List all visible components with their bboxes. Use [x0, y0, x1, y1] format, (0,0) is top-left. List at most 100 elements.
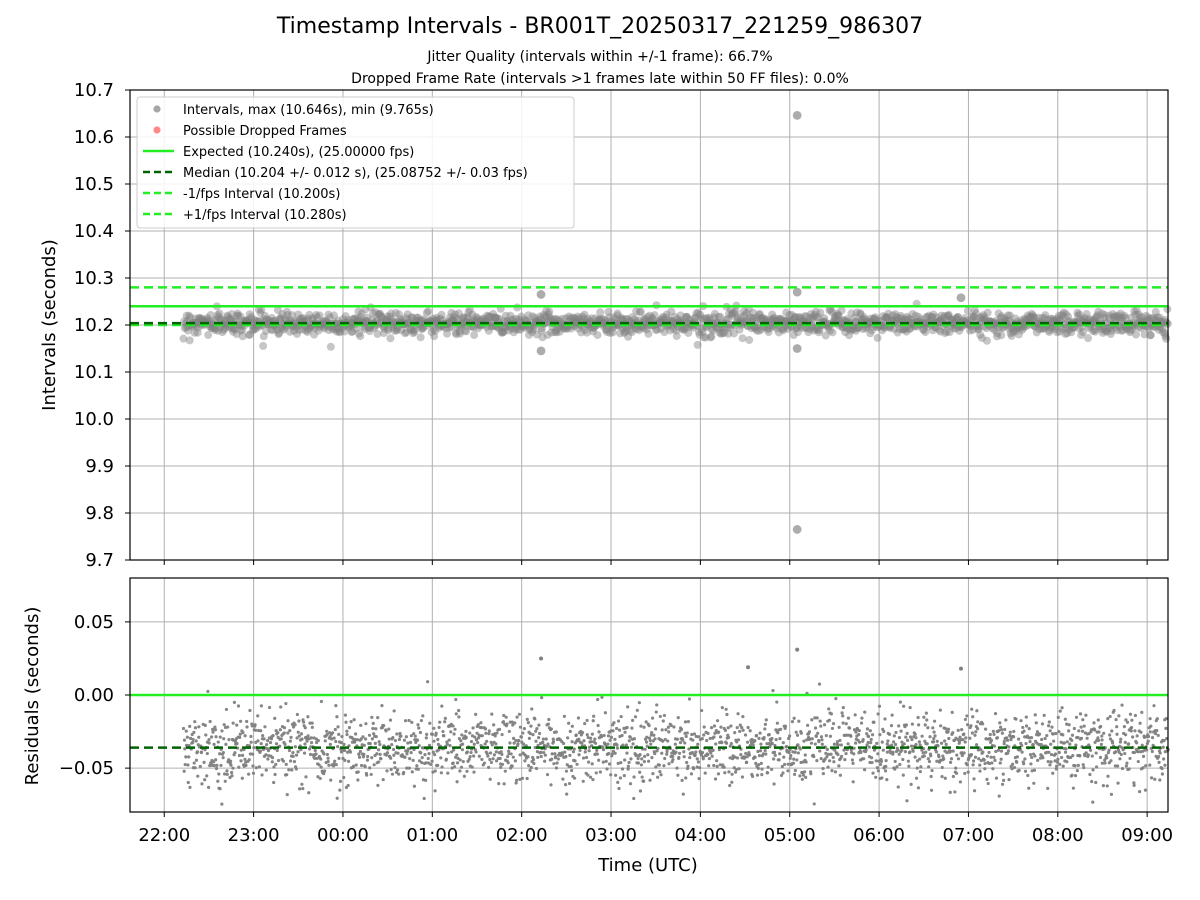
data-point: [263, 725, 267, 729]
data-point: [256, 714, 260, 718]
data-point: [194, 313, 203, 322]
data-point: [971, 715, 975, 719]
data-point: [889, 724, 894, 728]
data-point: [279, 705, 283, 709]
data-point: [213, 326, 222, 335]
data-point: [375, 310, 384, 319]
data-point: [517, 738, 521, 743]
data-point: [230, 774, 234, 778]
data-point: [461, 759, 465, 764]
data-point: [318, 776, 322, 781]
data-point: [1153, 777, 1157, 781]
data-point: [218, 787, 222, 791]
data-point: [361, 735, 365, 739]
data-point: [568, 753, 572, 757]
data-point: [1019, 719, 1023, 723]
data-point: [946, 727, 951, 731]
data-point: [764, 328, 773, 337]
data-point: [949, 757, 954, 761]
data-point: [368, 741, 372, 746]
data-point: [683, 319, 692, 328]
data-point: [825, 747, 829, 751]
data-point: [1140, 743, 1144, 747]
data-point: [683, 741, 687, 745]
data-point: [469, 750, 473, 755]
data-point: [1052, 739, 1056, 743]
data-point: [712, 763, 716, 768]
data-point: [1124, 764, 1128, 768]
data-point: [457, 708, 461, 713]
data-point: [819, 757, 823, 761]
data-point: [1158, 778, 1162, 782]
data-point: [1125, 761, 1129, 765]
data-point: [483, 742, 487, 746]
data-point: [923, 723, 927, 727]
data-point: [745, 740, 750, 744]
data-point: [976, 727, 980, 731]
data-point: [715, 764, 719, 768]
data-point: [309, 740, 314, 745]
data-point: [603, 327, 612, 336]
data-point: [233, 309, 242, 318]
data-point: [837, 306, 846, 315]
x-tick-label: 06:00: [853, 825, 905, 846]
data-point: [514, 738, 518, 743]
data-point: [607, 751, 611, 756]
data-point: [484, 312, 493, 321]
data-point: [691, 313, 700, 322]
data-point: [595, 748, 599, 752]
data-point: [650, 311, 659, 320]
data-point: [700, 737, 704, 741]
data-point: [876, 752, 880, 756]
data-point: [706, 753, 710, 757]
data-point: [976, 720, 980, 724]
data-point: [908, 750, 912, 754]
data-point: [264, 753, 268, 757]
data-point: [403, 755, 407, 759]
data-point: [336, 725, 340, 729]
data-point: [497, 328, 506, 337]
data-point: [626, 326, 635, 335]
data-point: [238, 332, 247, 341]
data-point: [1048, 763, 1052, 767]
data-point: [730, 309, 739, 318]
data-point: [1146, 331, 1155, 340]
data-point: [769, 313, 778, 322]
data-point: [591, 777, 595, 782]
data-point: [814, 734, 818, 738]
data-point: [881, 748, 885, 752]
data-point: [291, 754, 295, 758]
data-point: [494, 750, 498, 754]
data-point: [275, 329, 284, 338]
data-point: [492, 723, 496, 727]
data-point: [511, 325, 520, 334]
data-point: [1103, 761, 1107, 765]
data-point: [491, 313, 500, 322]
data-point: [937, 755, 941, 759]
data-point: [259, 704, 263, 708]
data-point: [614, 773, 618, 777]
data-point: [729, 329, 738, 338]
data-point: [445, 323, 454, 332]
data-point: [515, 778, 519, 782]
data-point: [227, 738, 231, 742]
data-point: [221, 750, 225, 755]
data-point: [488, 751, 493, 755]
data-point: [387, 315, 396, 324]
y-tick-label: 10.4: [74, 221, 114, 242]
data-point: [939, 741, 944, 745]
data-point: [203, 315, 212, 324]
data-point: [235, 723, 239, 727]
data-point: [397, 772, 401, 776]
data-point: [969, 724, 973, 728]
data-point: [788, 756, 792, 760]
data-point: [991, 729, 995, 733]
data-point: [1149, 724, 1153, 728]
data-point: [681, 312, 690, 321]
data-point: [316, 738, 320, 743]
data-point: [729, 741, 733, 746]
data-point: [672, 725, 676, 729]
data-point: [831, 722, 836, 726]
data-point: [622, 314, 631, 323]
data-point: [1132, 750, 1137, 755]
